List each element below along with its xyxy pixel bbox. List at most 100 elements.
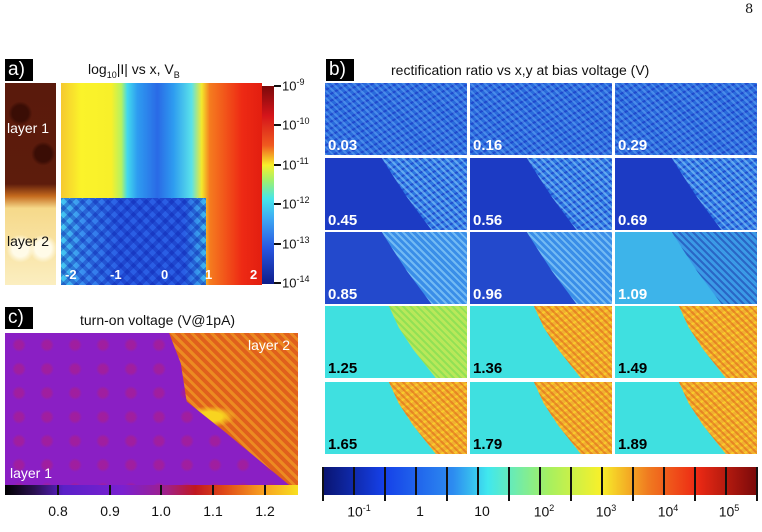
colorbar-tick — [415, 467, 417, 495]
tick-base: 10 — [282, 78, 297, 94]
rectification-map-tile: 1.49 — [615, 306, 757, 378]
bias-voltage-label: 0.16 — [473, 137, 503, 154]
title-sub: 10 — [106, 69, 117, 80]
rectification-map-tile: 0.85 — [325, 232, 467, 304]
colorbar-tick — [57, 485, 59, 495]
colorbar-tick-label: 1.2 — [255, 503, 275, 519]
tick-base: 10 — [282, 196, 297, 212]
tick-base: 10 — [718, 503, 735, 520]
x-tick: -2 — [65, 267, 77, 282]
colorbar-tick — [322, 467, 324, 501]
rectification-map-tile: 0.03 — [325, 83, 467, 155]
bias-voltage-label: 1.49 — [618, 360, 648, 377]
bias-voltage-label: 0.96 — [473, 286, 503, 303]
colorbar-tick — [212, 485, 214, 495]
tick-base: 10 — [282, 117, 297, 133]
x-tick: 1 — [205, 267, 213, 282]
colorbar-tick-label: 10-10 — [282, 116, 309, 132]
tick-base: 10 — [657, 503, 674, 520]
panel-c-colorbar — [5, 485, 298, 495]
layer-2-region — [169, 333, 298, 485]
tick-exponent: -11 — [296, 155, 309, 166]
tick-base: 10 — [347, 503, 363, 520]
title-text: |I| vs x, V — [116, 61, 174, 77]
rectification-map-tile: 1.36 — [470, 306, 612, 378]
colorbar-tick — [274, 242, 281, 245]
bias-voltage-label: 1.09 — [618, 286, 648, 303]
tick-exponent: 3 — [611, 503, 617, 513]
tick-exponent: -12 — [296, 195, 310, 206]
colorbar-tick — [274, 203, 281, 206]
colorbar-tick-label: 10-11 — [282, 156, 309, 172]
layer-1-label: layer 1 — [10, 465, 53, 481]
colorbar-tick-label: 1 — [416, 503, 424, 519]
colorbar-tick-label: 1.0 — [151, 503, 171, 519]
tick-base: 10 — [595, 503, 612, 520]
bias-voltage-label: 1.36 — [473, 360, 503, 377]
colorbar-tick-label: 104 — [658, 503, 679, 520]
rectification-map-tile: 1.09 — [615, 232, 757, 304]
x-tick: 0 — [161, 267, 169, 282]
colorbar-tick — [160, 485, 162, 495]
tick-base: 1 — [416, 503, 424, 519]
colorbar-tick-label: 0.8 — [48, 503, 68, 519]
tick-exponent: 4 — [673, 503, 679, 513]
title-text: log — [88, 61, 107, 77]
rectification-map-tile: 0.56 — [470, 158, 612, 230]
tick-exponent: 2 — [549, 503, 555, 513]
colorbar-tick — [477, 467, 479, 495]
colorbar-tick — [384, 467, 386, 501]
tick-exponent: -9 — [296, 77, 305, 87]
colorbar-tick-label: 103 — [596, 503, 617, 520]
turn-on-voltage-map: layer 2 layer 1 — [5, 333, 298, 485]
colorbar-tick — [694, 467, 696, 501]
colorbar-tick — [725, 467, 727, 495]
tick-base: 10 — [282, 275, 297, 291]
layer-2-region — [61, 198, 206, 285]
tick-exponent: -13 — [296, 234, 310, 245]
panel-a-colorbar — [262, 86, 274, 284]
topography-strip: layer 1 layer 2 — [5, 83, 56, 285]
panel-a-label: a) — [5, 59, 33, 81]
tick-exponent: -14 — [296, 274, 310, 284]
colorbar-tick-label: 1.1 — [203, 503, 223, 519]
panel-b-title: rectification ratio vs x,y at bias volta… — [391, 62, 650, 78]
colorbar-tick-label: 10 — [474, 503, 490, 519]
x-tick: -1 — [110, 267, 122, 282]
rectification-map-tile: 0.69 — [615, 158, 757, 230]
tick-exponent: -10 — [296, 116, 310, 127]
colorbar-tick — [570, 467, 572, 501]
tick-exponent: 5 — [734, 503, 740, 513]
colorbar-tick — [663, 467, 665, 495]
colorbar-tick-label: 10-14 — [282, 274, 309, 290]
bias-voltage-label: 0.85 — [328, 286, 358, 303]
rectification-map-tile: 1.89 — [615, 382, 757, 454]
panel-a-title: log10|I| vs x, VB — [88, 61, 180, 80]
layer-2-label: layer 2 — [7, 233, 50, 249]
colorbar-tick — [446, 467, 448, 501]
bias-voltage-label: 0.45 — [328, 212, 358, 229]
page-number: 8 — [745, 2, 754, 17]
current-heatmap: -2 -1 0 1 2 — [61, 83, 262, 285]
panel-c-label: c) — [5, 307, 33, 329]
bias-voltage-label: 1.79 — [473, 436, 503, 453]
colorbar-tick-label: 10-1 — [347, 503, 371, 520]
rectification-map-tile: 1.79 — [470, 382, 612, 454]
rectification-map-tile: 0.16 — [470, 83, 612, 155]
colorbar-tick — [353, 467, 355, 495]
tick-exponent: -1 — [362, 503, 371, 513]
x-tick: 2 — [250, 267, 258, 282]
rectification-map-tile: 0.45 — [325, 158, 467, 230]
bias-voltage-label: 0.29 — [618, 137, 648, 154]
colorbar-tick — [756, 467, 758, 501]
bias-voltage-label: 1.25 — [328, 360, 358, 377]
title-sub: B — [173, 69, 180, 80]
colorbar-tick — [274, 85, 281, 87]
colorbar-tick — [109, 485, 111, 495]
colorbar-tick — [508, 467, 510, 501]
rectification-map-tile: 1.25 — [325, 306, 467, 378]
rectification-map-tile: 0.96 — [470, 232, 612, 304]
colorbar-tick — [274, 163, 281, 166]
layer-2-label: layer 2 — [247, 337, 290, 353]
tick-base: 10 — [282, 235, 297, 251]
